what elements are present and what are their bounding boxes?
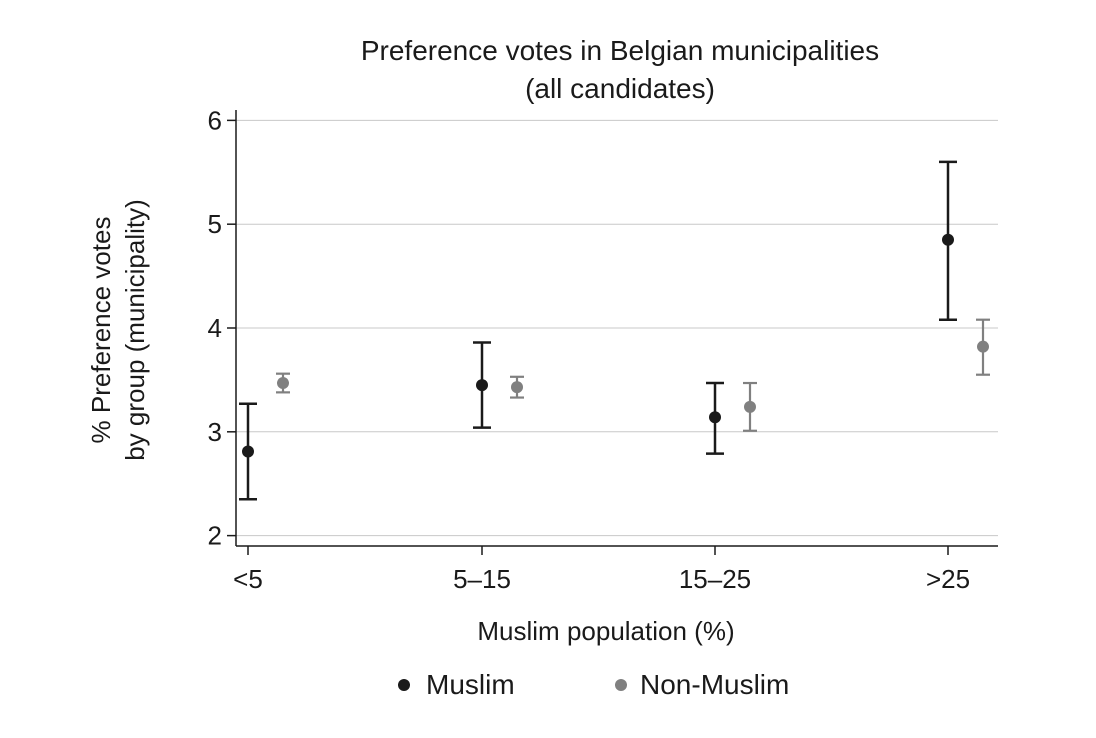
y-tick-label-2: 2	[208, 521, 222, 551]
point-muslim-2	[709, 411, 721, 424]
point-muslim-3	[942, 233, 954, 246]
x-tick-label-0: <5	[233, 564, 263, 594]
legend-label-non-muslim: Non-Muslim	[640, 669, 789, 700]
legend: Muslim Non-Muslim	[398, 669, 789, 700]
y-tick-label-4: 4	[208, 313, 222, 343]
data-marks	[239, 160, 990, 501]
point-non-muslim-1	[511, 381, 523, 394]
y-tick-label-5: 5	[208, 209, 222, 239]
point-non-muslim-3	[977, 340, 989, 353]
y-tick-label-3: 3	[208, 417, 222, 447]
y-axis-label-line2: by group (municipality)	[120, 199, 150, 461]
point-muslim-0	[242, 445, 254, 458]
chart-title: Preference votes in Belgian municipaliti…	[361, 35, 879, 66]
point-non-muslim-2	[744, 400, 756, 413]
legend-label-muslim: Muslim	[426, 669, 515, 700]
gridlines	[236, 119, 998, 537]
y-tick-label-6: 6	[208, 105, 222, 135]
chart-subtitle: (all candidates)	[525, 73, 715, 104]
point-non-muslim-0	[277, 377, 289, 390]
x-tick-label-2: 15–25	[679, 564, 751, 594]
x-tick-label-1: 5–15	[453, 564, 511, 594]
x-tick-label-3: >25	[926, 564, 970, 594]
legend-marker-non-muslim	[615, 679, 627, 691]
point-muslim-1	[476, 379, 488, 392]
legend-marker-muslim	[398, 679, 410, 691]
y-axis-label-line1: % Preference votes	[86, 217, 116, 444]
axes: 2 3 4 5 6 <5 5–15 15–25 >25	[208, 105, 998, 594]
x-axis-label: Muslim population (%)	[477, 616, 734, 646]
